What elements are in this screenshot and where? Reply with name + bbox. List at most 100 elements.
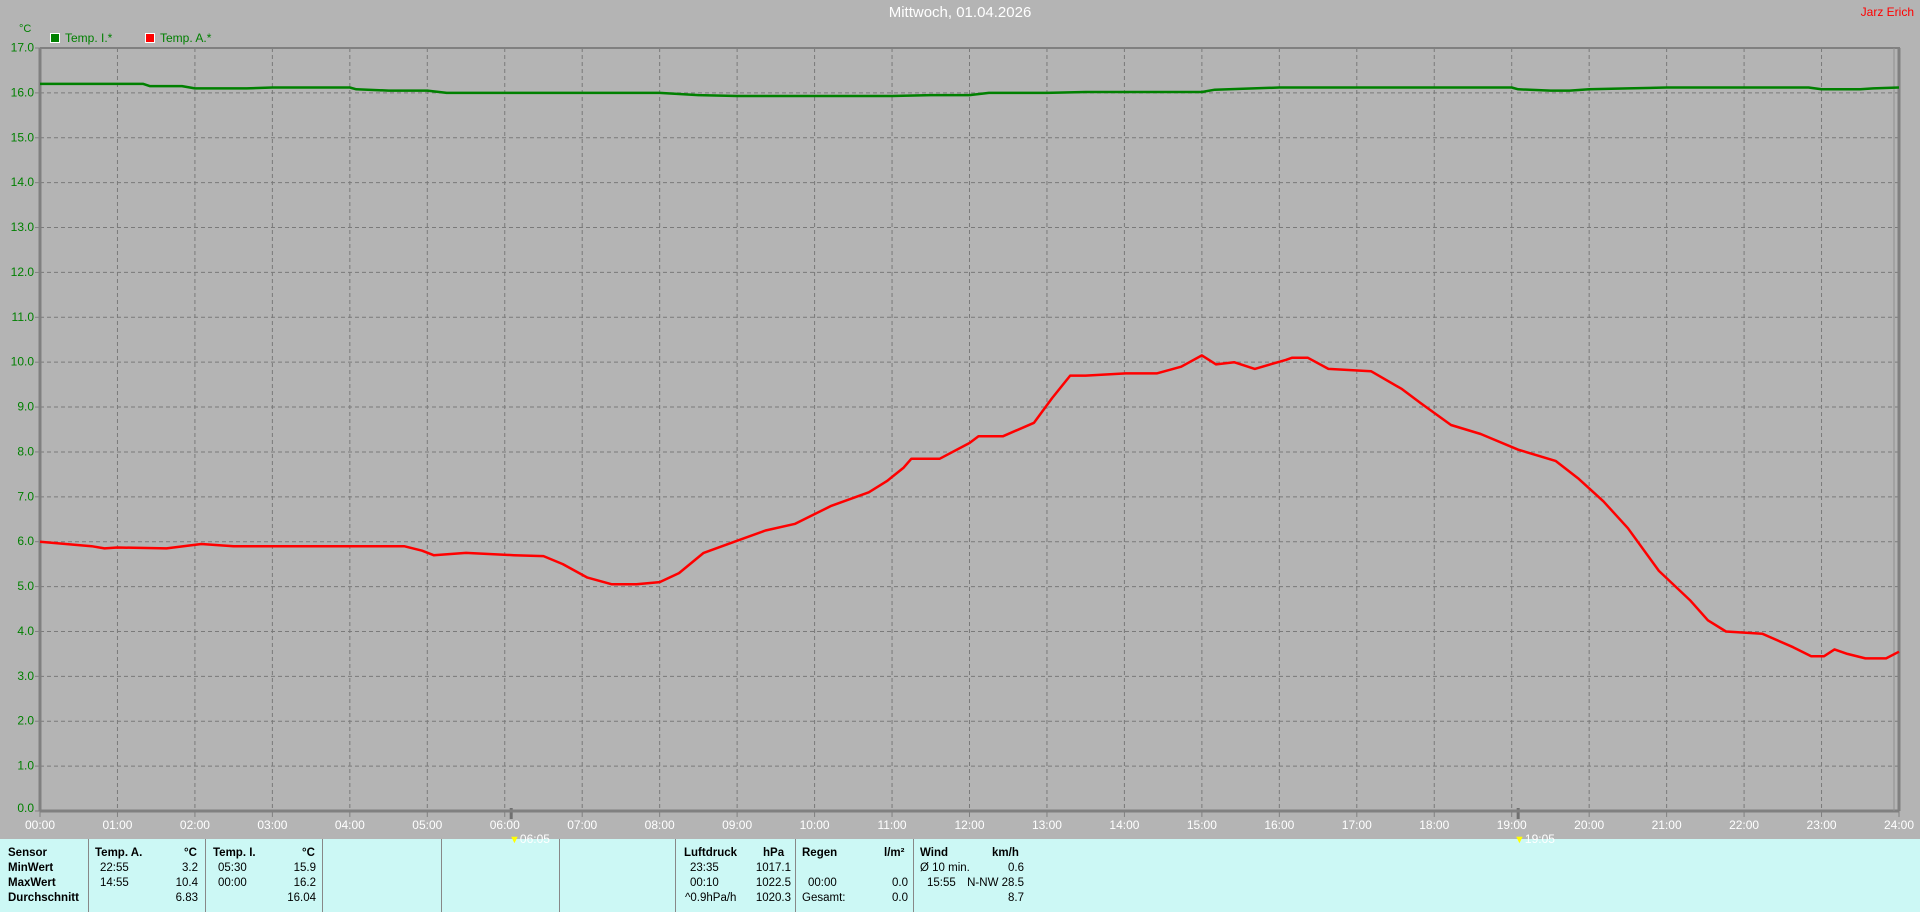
x-tick-label: 23:00	[1807, 818, 1837, 832]
y-tick-label: 9.0	[17, 400, 34, 414]
y-tick-label: 12.0	[11, 265, 35, 279]
x-tick-label: 03:00	[257, 818, 287, 832]
wind-max: N-NW 28.5	[967, 877, 1024, 889]
x-tick-label: 20:00	[1574, 818, 1604, 832]
legend-swatch-green-icon	[50, 33, 60, 43]
x-tick-label: 18:00	[1419, 818, 1449, 832]
x-tick-label: 13:00	[1032, 818, 1062, 832]
x-tick-label: 15:00	[1187, 818, 1217, 832]
pressure-min: 1017.1	[755, 862, 791, 874]
temp-i-max: 16.2	[293, 877, 316, 889]
column-divider	[441, 839, 442, 912]
x-tick-label: 06:00	[490, 818, 520, 832]
y-tick-label: 13.0	[11, 220, 35, 234]
y-tick-label: 2.0	[17, 714, 34, 728]
temp-i-avg: 16.04	[287, 892, 316, 904]
rain-total-label: Gesamt:	[802, 892, 846, 904]
y-tick-label: 14.0	[11, 175, 35, 189]
x-tick-label: 17:00	[1342, 818, 1372, 832]
pressure-header: Luftdruck	[684, 847, 738, 859]
column-divider	[675, 839, 676, 912]
temp-i-min: 15.9	[293, 862, 316, 874]
x-tick-label: 07:00	[567, 818, 597, 832]
temp-a-min-time: 22:55	[100, 862, 129, 874]
temp-i-max-time: 00:00	[218, 877, 247, 889]
temp-a-max-time: 14:55	[100, 877, 129, 889]
pressure-min-time: 23:35	[690, 862, 719, 874]
wind-header: Wind	[920, 847, 948, 859]
temp-a-unit: °C	[184, 847, 197, 859]
y-tick-label: 15.0	[11, 130, 35, 144]
x-tick-label: 21:00	[1652, 818, 1682, 832]
column-divider	[559, 839, 560, 912]
column-divider	[205, 839, 206, 912]
column-divider	[322, 839, 323, 912]
pressure-trend: ^0.9hPa/h	[685, 892, 737, 904]
chart-title: Mittwoch, 01.04.2026	[888, 4, 1032, 21]
sunset-marker: ▼19:05	[1514, 833, 1555, 846]
rain-max-time: 00:00	[808, 877, 837, 889]
x-tick-label: 08:00	[645, 818, 675, 832]
x-tick-label: 09:00	[722, 818, 752, 832]
statistics-panel: Sensor MinWert MaxWert Durchschnitt Temp…	[0, 839, 1920, 912]
series-line-temp-i	[40, 82, 1900, 98]
y-tick-label: 16.0	[11, 85, 35, 99]
temp-i-unit: °C	[302, 847, 315, 859]
y-tick-label: 1.0	[17, 759, 34, 773]
rain-total: 0.0	[892, 892, 908, 904]
temp-a-min: 3.2	[182, 862, 198, 874]
legend-item-temp-a: Temp. A.*	[145, 31, 211, 45]
y-tick-label: 5.0	[17, 579, 34, 593]
legend-swatch-red-icon	[145, 33, 155, 43]
y-tick-label: 11.0	[12, 310, 35, 324]
temp-a-max: 10.4	[175, 877, 198, 889]
y-tick-label: 10.0	[11, 355, 35, 369]
column-divider	[88, 839, 89, 912]
x-tick-label: 11:00	[877, 818, 906, 832]
legend-label: Temp. A.*	[160, 31, 212, 45]
series-line-temp-a	[39, 354, 1900, 660]
sun-icon: ▼	[509, 834, 520, 846]
y-tick-label: 17.0	[11, 41, 35, 55]
column-divider	[795, 839, 796, 912]
y-tick-label: 6.0	[17, 534, 34, 548]
rain-max: 0.0	[892, 877, 908, 889]
y-tick-label: 0.0	[17, 801, 34, 815]
temp-i-header: Temp. I.	[213, 847, 256, 859]
x-tick-label: 02:00	[180, 818, 210, 832]
sunset-time: 19:05	[1524, 832, 1555, 846]
legend-item-temp-i: Temp. I.*	[50, 31, 112, 45]
x-tick-label: 24:00	[1884, 818, 1914, 832]
wind-unit: km/h	[992, 847, 1019, 859]
author-label: Jarz Erich	[1860, 5, 1914, 19]
row-label-sensor: Sensor	[8, 847, 47, 859]
wind-avg10-label: Ø 10 min.	[920, 862, 970, 874]
y-tick-label: 8.0	[17, 444, 34, 458]
pressure-avg: 1020.3	[755, 892, 791, 904]
wind-max-time: 15:55	[927, 877, 956, 889]
y-axis-unit: °C	[19, 23, 32, 35]
sunrise-time: 06:05	[519, 832, 550, 846]
legend-label: Temp. I.*	[65, 31, 113, 45]
y-tick-label: 7.0	[17, 489, 34, 503]
temp-a-header: Temp. A.	[95, 847, 143, 859]
x-tick-label: 19:00	[1497, 818, 1527, 832]
x-tick-label: 01:00	[102, 818, 132, 832]
pressure-unit: hPa	[763, 847, 785, 859]
row-label-min: MinWert	[8, 862, 54, 874]
row-label-avg: Durchschnitt	[8, 892, 79, 904]
temperature-chart: 0.0 1.0 2.0 3.0 4.0 5.0 6.0 7.0 8.0 9.0 10.0 11.0 12…	[11, 41, 1915, 833]
pressure-max-time: 00:10	[690, 877, 719, 889]
y-tick-label: 4.0	[17, 624, 34, 638]
x-tick-label: 10:00	[800, 818, 830, 832]
x-tick-label: 00:00	[25, 818, 55, 832]
rain-unit: l/m²	[884, 847, 905, 859]
sun-icon: ▼	[1514, 834, 1525, 846]
x-tick-label: 22:00	[1729, 818, 1759, 832]
sunrise-marker: ▼06:05	[509, 833, 550, 846]
x-tick-label: 05:00	[412, 818, 442, 832]
x-tick-label: 16:00	[1264, 818, 1294, 832]
rain-header: Regen	[802, 847, 838, 859]
column-divider	[913, 839, 914, 912]
y-tick-label: 3.0	[17, 669, 34, 683]
